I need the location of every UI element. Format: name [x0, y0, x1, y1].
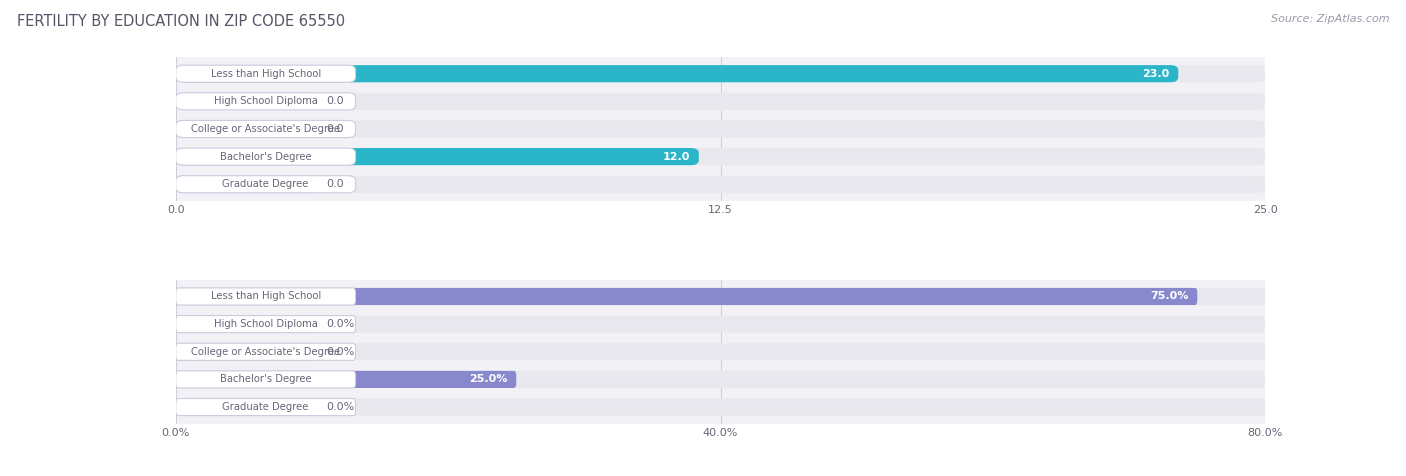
FancyBboxPatch shape [176, 316, 356, 333]
FancyBboxPatch shape [176, 371, 516, 388]
FancyBboxPatch shape [176, 371, 1265, 388]
FancyBboxPatch shape [176, 316, 1265, 333]
FancyBboxPatch shape [176, 398, 318, 416]
Text: 12.0: 12.0 [662, 152, 690, 162]
Text: Graduate Degree: Graduate Degree [222, 179, 309, 189]
Text: 0.0: 0.0 [326, 124, 343, 134]
Text: College or Associate's Degree: College or Associate's Degree [191, 124, 340, 134]
Text: High School Diploma: High School Diploma [214, 319, 318, 329]
FancyBboxPatch shape [176, 65, 356, 82]
Text: 0.0: 0.0 [326, 179, 343, 189]
FancyBboxPatch shape [176, 288, 1265, 305]
FancyBboxPatch shape [176, 148, 699, 165]
Text: 0.0%: 0.0% [326, 402, 354, 412]
FancyBboxPatch shape [176, 371, 356, 388]
FancyBboxPatch shape [176, 316, 318, 333]
FancyBboxPatch shape [176, 148, 1265, 165]
Text: FERTILITY BY EDUCATION IN ZIP CODE 65550: FERTILITY BY EDUCATION IN ZIP CODE 65550 [17, 14, 344, 30]
FancyBboxPatch shape [176, 176, 1265, 193]
Text: Source: ZipAtlas.com: Source: ZipAtlas.com [1271, 14, 1389, 24]
FancyBboxPatch shape [176, 120, 356, 138]
Text: Graduate Degree: Graduate Degree [222, 402, 309, 412]
Text: Less than High School: Less than High School [211, 291, 321, 301]
FancyBboxPatch shape [176, 93, 356, 110]
Text: College or Associate's Degree: College or Associate's Degree [191, 347, 340, 357]
Text: 23.0: 23.0 [1142, 69, 1170, 79]
FancyBboxPatch shape [176, 65, 1265, 82]
FancyBboxPatch shape [176, 343, 318, 360]
FancyBboxPatch shape [176, 398, 356, 416]
FancyBboxPatch shape [176, 120, 1265, 138]
FancyBboxPatch shape [176, 288, 1198, 305]
Text: Less than High School: Less than High School [211, 69, 321, 79]
Text: 75.0%: 75.0% [1150, 291, 1188, 301]
FancyBboxPatch shape [176, 176, 318, 193]
FancyBboxPatch shape [176, 65, 1178, 82]
FancyBboxPatch shape [176, 120, 318, 138]
FancyBboxPatch shape [176, 93, 318, 110]
Text: 25.0%: 25.0% [470, 375, 508, 385]
Text: Bachelor's Degree: Bachelor's Degree [219, 152, 312, 162]
FancyBboxPatch shape [176, 176, 356, 193]
FancyBboxPatch shape [176, 288, 356, 305]
Text: 0.0%: 0.0% [326, 319, 354, 329]
Text: Bachelor's Degree: Bachelor's Degree [219, 375, 312, 385]
FancyBboxPatch shape [176, 93, 1265, 110]
FancyBboxPatch shape [176, 398, 1265, 416]
FancyBboxPatch shape [176, 343, 1265, 360]
Text: 0.0%: 0.0% [326, 347, 354, 357]
Text: 0.0: 0.0 [326, 96, 343, 106]
Text: High School Diploma: High School Diploma [214, 96, 318, 106]
FancyBboxPatch shape [176, 343, 356, 360]
FancyBboxPatch shape [176, 148, 356, 165]
